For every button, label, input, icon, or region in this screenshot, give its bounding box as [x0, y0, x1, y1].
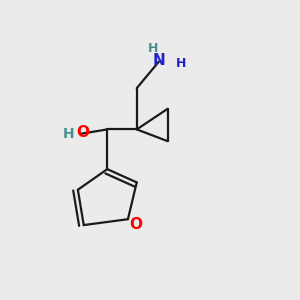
Text: O: O: [129, 217, 142, 232]
Text: H: H: [148, 42, 158, 55]
Text: N: N: [152, 53, 165, 68]
Text: H: H: [63, 127, 75, 141]
Text: H: H: [176, 57, 186, 70]
Text: O: O: [76, 125, 89, 140]
